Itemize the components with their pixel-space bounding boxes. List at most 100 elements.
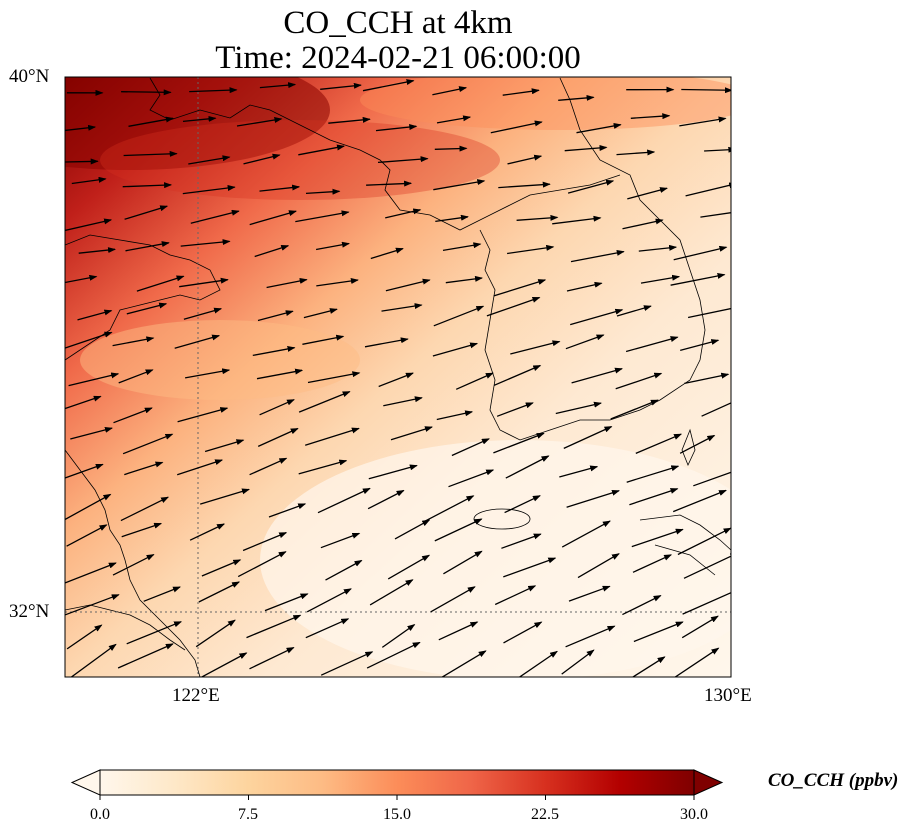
wind-arrow [493, 364, 542, 386]
wind-arrow [295, 210, 350, 223]
colorbar-tick-3: 22.5 [531, 806, 559, 823]
wind-arrow [451, 438, 490, 457]
wind-arrow [430, 586, 476, 613]
colorbar-max-extend [693, 769, 724, 796]
wind-arrow [568, 585, 611, 602]
wind-arrow [298, 390, 351, 413]
wind-arrow [494, 585, 537, 606]
wind-arrow [307, 371, 361, 384]
wind-arrow [303, 308, 338, 319]
wind-arrow [559, 465, 599, 478]
wind-arrow [673, 245, 728, 261]
wind-arrow [631, 656, 666, 677]
lat-tick-label-32n: 32°N [9, 601, 50, 622]
wind-arrow [65, 218, 113, 232]
wind-arrow [328, 116, 371, 124]
wind-arrow [266, 278, 308, 289]
wind-arrow [704, 146, 731, 153]
wind-arrow [385, 208, 422, 219]
wind-arrow [65, 274, 98, 284]
wind-arrow [259, 399, 295, 416]
wind-arrow [121, 522, 163, 538]
wind-arrow [622, 218, 664, 230]
wind-arrow [503, 621, 543, 644]
wind-arrow [516, 214, 559, 221]
wind-arrow [442, 242, 482, 252]
wind-arrow [679, 116, 727, 127]
wind-arrow [65, 594, 120, 616]
wind-arrow [693, 471, 731, 487]
wind-arrow [70, 426, 113, 440]
wind-arrow [65, 493, 112, 521]
wind-arrow [627, 187, 668, 200]
wind-arrow [259, 184, 301, 192]
wind-arrow [249, 647, 295, 670]
wind-arrow [195, 619, 236, 648]
wind-arrow [256, 368, 304, 380]
wind-arrow [443, 550, 483, 575]
wind-arrow [498, 181, 551, 189]
wind-arrow [684, 372, 730, 385]
wind-arrow [576, 122, 622, 134]
wind-arrow [577, 553, 620, 579]
wind-arrow [124, 205, 169, 220]
wind-arrow [672, 489, 727, 513]
wind-arrow [626, 465, 680, 483]
wind-arrow [68, 372, 120, 387]
wind-arrow [555, 401, 602, 415]
wind-arrow [66, 624, 103, 650]
wind-arrow [268, 503, 307, 518]
wind-arrow [243, 153, 281, 165]
wind-arrow [383, 396, 423, 407]
wind-arrow [677, 527, 731, 556]
wind-arrow [381, 303, 423, 312]
wind-arrow [302, 334, 345, 345]
wind-arrow [561, 649, 595, 675]
wind-arrow [631, 528, 684, 548]
wind-arrow [71, 176, 107, 185]
wind-arrow [432, 86, 468, 96]
wind-arrow [120, 496, 169, 522]
wind-arrow [124, 461, 164, 476]
wind-arrow [66, 524, 108, 547]
wind-arrow [679, 434, 716, 454]
wind-arrow [320, 82, 362, 90]
wind-arrow [190, 209, 240, 224]
wind-arrow [566, 281, 603, 292]
wind-arrow [136, 275, 185, 292]
wind-arrow [316, 278, 359, 287]
lat-tick-label-40n: 40°N [9, 66, 50, 87]
map-title: CO_CCH at 4km [283, 5, 513, 41]
wind-arrow [112, 554, 155, 576]
coastline-korea-west-south [479, 229, 691, 441]
wind-arrow [630, 113, 671, 120]
wind-arrow [174, 334, 221, 349]
wind-arrow [362, 79, 415, 92]
wind-arrow [564, 144, 608, 152]
wind-arrow [246, 614, 302, 639]
wind-arrow [638, 244, 678, 252]
wind-arrow [507, 154, 543, 165]
wind-arrow [200, 652, 248, 677]
wind-arrow [681, 87, 731, 94]
wind-arrow [182, 184, 236, 195]
wind-arrow [681, 615, 719, 639]
wind-arrow [70, 643, 117, 677]
wind-arrow [504, 495, 541, 514]
wind-arrow [625, 336, 679, 353]
wind-arrow [112, 336, 155, 347]
wind-arrow [518, 650, 558, 677]
wind-arrow [436, 115, 472, 124]
wind-arrow [369, 579, 414, 606]
wind-arrow [633, 621, 684, 643]
wind-arrow [385, 278, 431, 292]
wind-arrow [680, 339, 720, 352]
wind-arrow [78, 247, 116, 254]
coastline-bohai-korea [149, 77, 621, 231]
wind-arrow [180, 239, 231, 247]
map-frame [64, 76, 732, 678]
wind-arrow [183, 307, 223, 320]
wind-arrow [189, 523, 226, 541]
wind-arrow [390, 426, 433, 441]
